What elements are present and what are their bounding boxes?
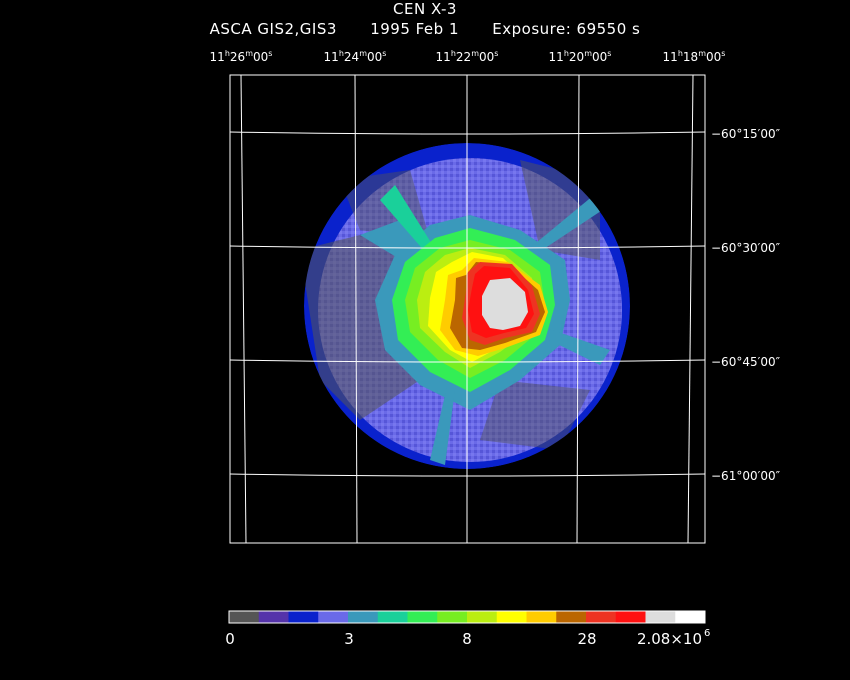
instrument-label: ASCA GIS2,GIS3	[209, 20, 337, 38]
ra-tick-label: 11h24m00s	[324, 49, 387, 64]
colorbar-tick: 0	[225, 630, 235, 648]
ra-axis-labels: 11h26m00s 11h24m00s 11h22m00s 11h20m00s …	[210, 49, 726, 64]
ra-tick-label: 11h22m00s	[436, 49, 499, 64]
colorbar-segment	[407, 611, 438, 623]
dec-axis-labels: −60°15′00″ −60°30′00″ −60°45′00″ −61°00′…	[711, 127, 781, 483]
colorbar-tick: 2.08×10	[637, 630, 702, 648]
colorbar-tick: 3	[344, 630, 354, 648]
colorbar-frame	[228, 610, 706, 624]
dec-tick-label: −60°30′00″	[711, 241, 781, 255]
dec-tick-label: −60°45′00″	[711, 355, 781, 369]
colorbar-segment	[288, 611, 319, 623]
exposure-label: Exposure: 69550 s	[492, 20, 641, 38]
coordinate-grid	[229, 74, 706, 544]
colorbar-exponent: 6	[704, 628, 710, 639]
date-label: 1995 Feb 1	[370, 20, 459, 38]
colorbar-tick: 28	[577, 630, 596, 648]
colorbar-tick: 8	[462, 630, 472, 648]
ra-tick-label: 11h20m00s	[549, 49, 612, 64]
colorbar-segment	[556, 611, 587, 623]
colorbar-tick-labels: 0 3 8 28 2.08×10 6	[225, 628, 710, 648]
colorbar-segment	[229, 611, 260, 623]
colorbar-segment	[318, 611, 349, 623]
colorbar-segment	[377, 611, 408, 623]
colorbar-segment	[645, 611, 676, 623]
colorbar-segment	[526, 611, 557, 623]
colorbar-segment	[615, 611, 646, 623]
colorbar	[229, 611, 706, 623]
colorbar-segment	[348, 611, 379, 623]
object-name: CEN X-3	[393, 0, 457, 18]
colorbar-segment	[437, 611, 468, 623]
colorbar-segment	[675, 611, 706, 623]
ra-tick-label: 11h26m00s	[210, 49, 273, 64]
dec-tick-label: −61°00′00″	[711, 469, 781, 483]
observation-info: ASCA GIS2,GIS3 1995 Feb 1 Exposure: 6955…	[0, 20, 850, 38]
ra-tick-label: 11h18m00s	[663, 49, 726, 64]
colorbar-segment	[586, 611, 617, 623]
colorbar-segment	[258, 611, 289, 623]
colorbar-segment	[496, 611, 527, 623]
intensity-map	[304, 143, 630, 469]
colorbar-segment	[467, 611, 498, 623]
dec-tick-label: −60°15′00″	[711, 127, 781, 141]
